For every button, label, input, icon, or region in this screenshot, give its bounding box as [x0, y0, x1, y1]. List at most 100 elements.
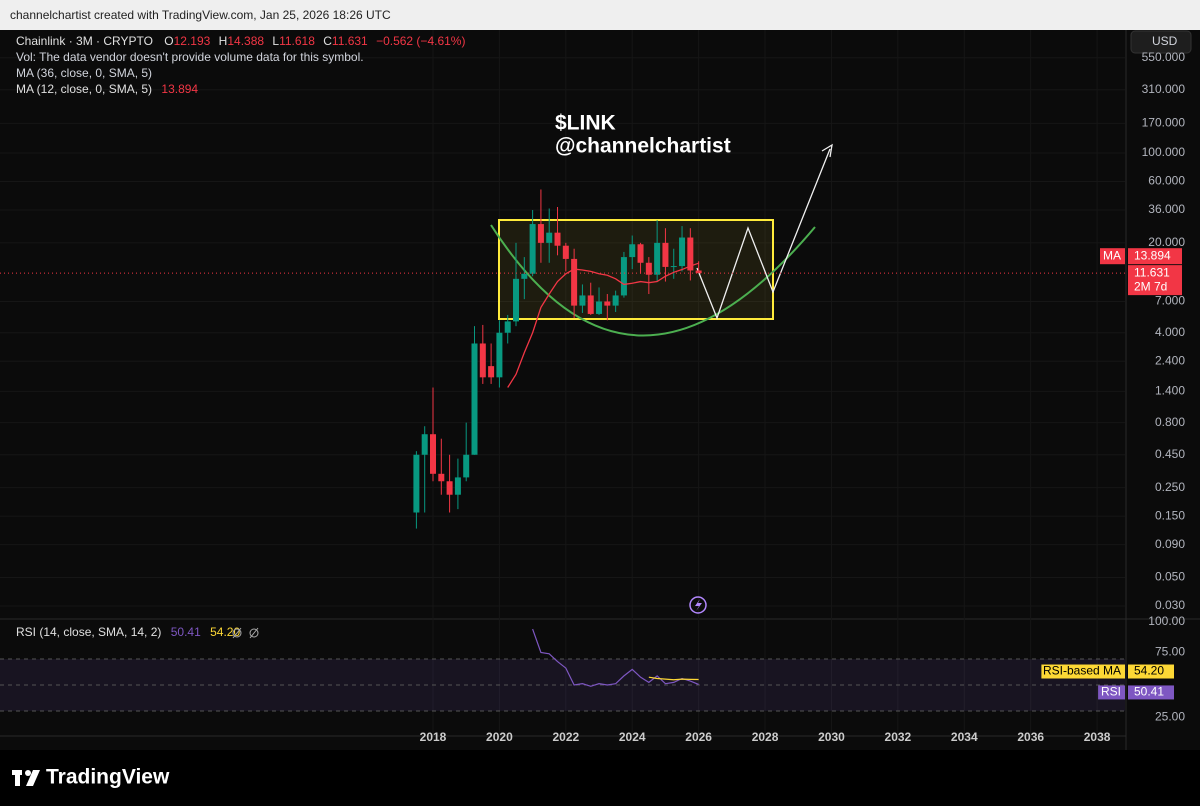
projection-arrowhead [821, 143, 833, 158]
candle-body [521, 273, 528, 279]
candle-body [488, 366, 495, 378]
x-tick-label: 2038 [1084, 730, 1111, 744]
x-tick-label: 2028 [752, 730, 779, 744]
brand-name: TradingView [46, 766, 170, 789]
ma-tag-box [1100, 248, 1125, 265]
candle-body [479, 343, 486, 378]
y-tick-label: 60.000 [1148, 174, 1185, 188]
candle-body [579, 295, 586, 306]
rsi-line [648, 676, 699, 681]
candle-body [546, 232, 553, 243]
series-tag: RSI [1101, 685, 1121, 699]
candle-body [670, 266, 677, 268]
candle-body [620, 257, 627, 296]
series-tag-box [1041, 664, 1125, 679]
series-value: 54.20 [1134, 664, 1164, 678]
candle-body [496, 332, 503, 378]
change: −0.562 (−4.61%) [376, 34, 465, 48]
y-tick-label: 0.050 [1155, 570, 1185, 584]
candle-body [562, 245, 569, 259]
series-value: 50.41 [1134, 685, 1164, 699]
marks [0, 189, 1125, 687]
rsi-tick-label: 100.00 [1148, 614, 1185, 628]
y-tick-label: 0.030 [1155, 598, 1185, 612]
candle-body [637, 244, 644, 263]
symbol-legend: Chainlink · 3M · CRYPTO O12.193 H14.388 … [16, 34, 465, 48]
currency-label[interactable]: USD [1152, 34, 1178, 48]
cup-curve [490, 224, 816, 337]
rsi-tick-label: 75.00 [1155, 645, 1185, 659]
ma-price-label: 13.894 [1134, 248, 1171, 262]
candle-body [571, 258, 578, 306]
x-tick-label: 2034 [951, 730, 978, 744]
candle-body [554, 232, 561, 246]
x-tick-label: 2022 [552, 730, 579, 744]
rsi-tick-label: 25.00 [1155, 710, 1185, 724]
created-line: channelchartist created with TradingView… [10, 8, 391, 22]
candle-body [596, 301, 603, 314]
candle-body [687, 237, 694, 271]
grid [0, 30, 1125, 735]
symbol-title: Chainlink · 3M · CRYPTO [16, 34, 153, 48]
ma-price-box [1128, 248, 1182, 265]
ohlc-label: O [164, 34, 173, 48]
annotation: @channelchartist [555, 135, 731, 158]
y-tick-label: 550.000 [1142, 50, 1186, 64]
rsi-title: RSI (14, close, SMA, 14, 2) [16, 625, 161, 639]
x-tick-label: 2030 [818, 730, 845, 744]
rsi-ma-value: 54.20 [210, 625, 240, 639]
x-tick-label: 2032 [885, 730, 912, 744]
ohlc-label: L [272, 34, 279, 48]
lightning-icon [689, 596, 707, 614]
candle-body [537, 224, 544, 243]
candle-body [587, 295, 594, 314]
rsi-value: 50.41 [171, 625, 201, 639]
candle-body [695, 270, 702, 274]
legend-icons [232, 627, 259, 639]
ohlc-value: 14.388 [227, 34, 264, 48]
brand-logo [12, 770, 40, 786]
ohlc-value: 11.631 [332, 34, 368, 48]
candle-body [513, 278, 520, 322]
currency-button[interactable] [1130, 30, 1192, 54]
y-tick-label: 0.150 [1155, 508, 1185, 522]
y-tick-label: 310.000 [1142, 82, 1186, 96]
ma-line [507, 262, 699, 388]
ohlc-label: H [219, 34, 228, 48]
x-tick-label: 2018 [420, 730, 447, 744]
y-tick-label: 0.800 [1155, 415, 1185, 429]
projection-path [696, 148, 831, 320]
candle-body [662, 242, 669, 267]
candle-body [454, 477, 461, 495]
x-tick-label: 2036 [1017, 730, 1044, 744]
rsi-legend: RSI (14, close, SMA, 14, 2) 50.41 54.20 [16, 625, 240, 639]
candle-body [679, 237, 686, 267]
series-value-box [1128, 664, 1174, 679]
candle-body [645, 262, 652, 275]
y-tick-label: 1.400 [1155, 384, 1185, 398]
ohlc-value: 11.618 [279, 34, 315, 48]
y-tick-label: 100.000 [1142, 145, 1186, 159]
candle-body [471, 343, 478, 455]
countdown-label: 2M 7d [1134, 279, 1167, 293]
series-tag-box [1098, 685, 1125, 700]
candle-body [413, 454, 420, 513]
candle-body [654, 242, 661, 275]
candle-body [604, 301, 611, 306]
candle-body [612, 295, 619, 306]
y-tick-label: 170.000 [1142, 115, 1186, 129]
candle-body [629, 244, 636, 258]
ma36-legend: MA (36, close, 0, SMA, 5) [16, 66, 152, 80]
y-tick-label: 2.400 [1155, 353, 1185, 367]
candle-body [438, 473, 445, 482]
y-tick-label: 4.000 [1155, 325, 1185, 339]
last-price-label: 11.631 [1134, 265, 1170, 279]
y-tick-label: 7.000 [1155, 294, 1185, 308]
candle-body [446, 481, 453, 495]
candle-body [421, 434, 428, 455]
ohlc-value: 12.193 [174, 34, 211, 48]
ma12-legend: MA (12, close, 0, SMA, 5) 13.894 [16, 82, 198, 96]
series-value-box [1128, 685, 1174, 700]
